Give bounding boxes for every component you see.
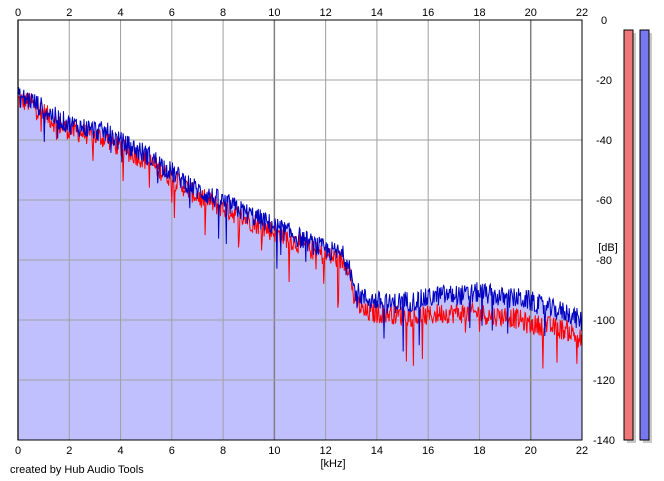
y-tick-label: -80: [596, 255, 612, 267]
y-tick-label: 0: [601, 15, 607, 27]
x-tick-label-bottom: 18: [473, 445, 485, 457]
series-layer: [17, 87, 583, 369]
x-tick-label-top: 10: [268, 7, 280, 19]
x-tick-label-bottom: 14: [371, 445, 383, 457]
x-tick-label-bottom: 2: [66, 445, 72, 457]
level-meters: [623, 29, 652, 443]
y-tick-label: -140: [593, 435, 615, 447]
x-tick-label-bottom: 16: [422, 445, 434, 457]
plot-frame: [17, 19, 583, 441]
y-tick-label: -20: [596, 75, 612, 87]
x-tick-label-bottom: 20: [525, 445, 537, 457]
y-axis-label: [dB]: [598, 242, 618, 254]
x-tick-label-bottom: 22: [576, 445, 588, 457]
tick-label-layer: 002244668810101212141416161818202022220-…: [15, 7, 615, 457]
y-tick-label: -120: [593, 375, 615, 387]
x-tick-label-bottom: 10: [268, 445, 280, 457]
y-tick-label: -60: [596, 195, 612, 207]
x-tick-label-top: 22: [576, 7, 588, 19]
x-tick-label-bottom: 4: [117, 445, 123, 457]
x-tick-label-top: 8: [220, 7, 226, 19]
x-tick-label-bottom: 6: [169, 445, 175, 457]
x-tick-label-top: 6: [169, 7, 175, 19]
x-tick-label-top: 18: [473, 7, 485, 19]
x-tick-label-top: 2: [66, 7, 72, 19]
x-tick-label-top: 4: [117, 7, 123, 19]
series-line-2: [17, 87, 583, 352]
y-tick-label: -100: [593, 315, 615, 327]
x-axis-label: [kHz]: [320, 458, 345, 470]
x-tick-label-top: 16: [422, 7, 434, 19]
x-tick-label-top: 20: [525, 7, 537, 19]
x-tick-label-bottom: 12: [320, 445, 332, 457]
x-tick-label-bottom: 8: [220, 445, 226, 457]
x-tick-label-bottom: 0: [15, 445, 21, 457]
meter-fill-1: [623, 29, 634, 441]
meter-fill-2: [639, 29, 650, 441]
x-tick-label-top: 14: [371, 7, 383, 19]
x-tick-label-top: 0: [15, 7, 21, 19]
x-tick-label-top: 12: [320, 7, 332, 19]
y-tick-label: -40: [596, 135, 612, 147]
credit-text: created by Hub Audio Tools: [10, 464, 144, 476]
